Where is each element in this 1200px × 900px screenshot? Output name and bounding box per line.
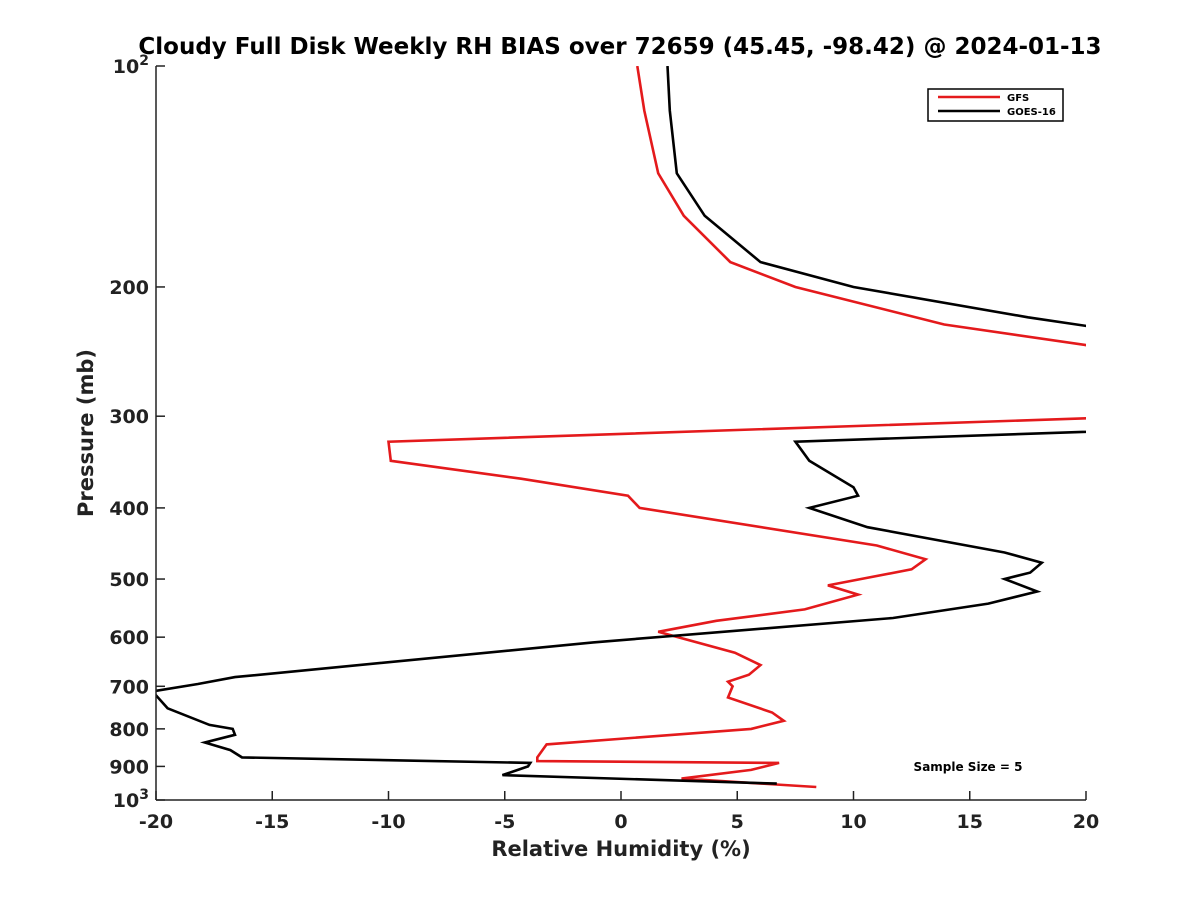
y-tick-label: 800 [109,719,149,741]
sample-size-annotation: Sample Size = 5 [914,760,1023,774]
y-axis-title: Pressure (mb) [74,349,98,517]
x-tick-label: -15 [255,811,289,833]
y-tick-label: 600 [109,627,149,649]
y-tick-label: 700 [109,676,149,698]
x-tick-label: 15 [957,811,983,833]
y-tick-label: 103 [113,787,149,812]
x-tick-label: 0 [614,811,627,833]
x-tick-label: -10 [371,811,405,833]
y-tick-label: 300 [109,406,149,428]
legend-label-gfs: GFS [1007,93,1029,104]
y-tick-label: 102 [113,53,149,78]
x-tick-label: -20 [139,811,173,833]
y-tick-label: 200 [109,277,149,299]
x-tick-label: -5 [494,811,515,833]
x-tick-label: 5 [731,811,744,833]
y-tick-label: 900 [109,756,149,778]
ticks-layer: -20 -15 -10 -5 0 5 10 15 20 102 200 300 400 500 600 700… [109,53,1099,833]
series-line-goes-16 [156,66,1086,785]
x-tick-label: 10 [840,811,866,833]
chart-title: Cloudy Full Disk Weekly RH BIAS over 726… [138,34,1101,60]
series-layer [156,66,1086,789]
x-axis-title: Relative Humidity (%) [491,837,750,861]
x-tick-label: 20 [1073,811,1099,833]
legend-label-goes16: GOES-16 [1007,107,1056,118]
series-line-gfs [387,66,1086,789]
legend: GFS GOES-16 [927,88,1064,122]
legend-box [927,88,1064,122]
y-tick-label: 500 [109,569,149,591]
y-tick-label: 400 [109,498,149,520]
